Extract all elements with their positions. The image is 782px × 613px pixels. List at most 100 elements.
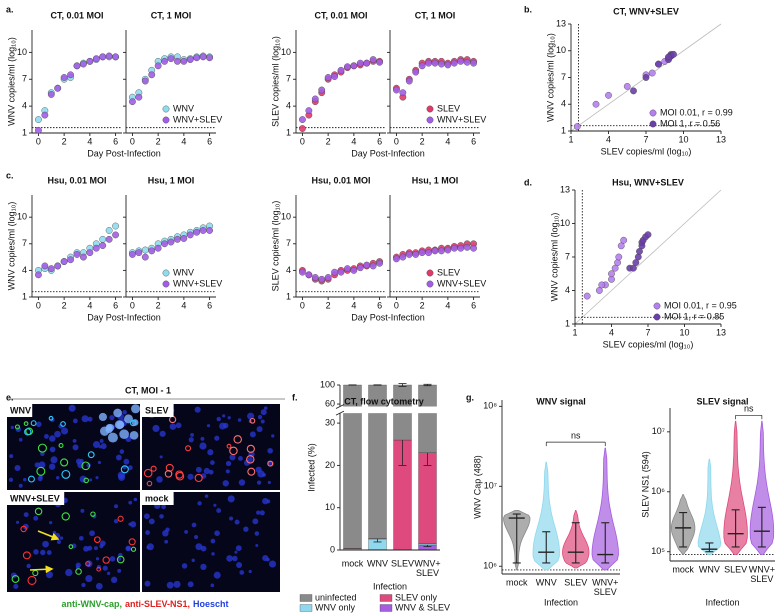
data-point: [148, 247, 156, 255]
x-tick-label: SLEV: [391, 558, 414, 568]
data-point: [311, 274, 319, 281]
data-point: [167, 55, 175, 63]
image-label: WNV+SLEV: [10, 493, 60, 503]
data-point: [463, 243, 471, 251]
chart-title: Hsu, WNV+SLEV: [612, 177, 684, 187]
nucleus: [159, 430, 166, 437]
data-point: [154, 244, 162, 252]
data-point: [92, 55, 100, 63]
nucleus: [225, 469, 230, 474]
x-tick-label: 0: [394, 300, 399, 310]
y-axis-label: WNV copies/ml (log₁₀): [6, 37, 16, 126]
x-axis-label: Infection: [544, 597, 578, 607]
stained-cell: [164, 469, 173, 478]
stained-cell: [27, 475, 35, 483]
y-tick-label: 7: [286, 74, 291, 84]
y-tick-label: 10⁶: [483, 561, 497, 571]
nucleus: [213, 503, 217, 507]
panel-title: CT, MOI - 1: [125, 385, 171, 395]
subplot-title: CT, 0.01 MOI: [314, 10, 367, 20]
data-point: [615, 253, 623, 261]
x-tick-label: 4: [351, 136, 356, 146]
data-point: [418, 62, 426, 70]
data-point: [614, 259, 621, 266]
data-point: [438, 60, 445, 68]
legend-label: MOI 0.01, r = 0.99: [660, 107, 733, 117]
nucleus: [260, 409, 267, 416]
x-tick-label: 0: [36, 136, 41, 146]
nucleus: [249, 431, 256, 438]
x-tick-label: 4: [181, 300, 186, 310]
data-point: [105, 52, 113, 60]
nucleus: [42, 540, 49, 548]
data-point: [99, 242, 107, 249]
panel-label: a.: [6, 4, 14, 14]
nucleus: [18, 437, 23, 442]
data-point: [425, 59, 432, 67]
nucleus: [214, 530, 220, 536]
nucleus: [107, 432, 118, 443]
y-tick-label: 10: [17, 47, 27, 57]
y-tick-label: 4: [22, 265, 27, 275]
image-label: WNV: [10, 405, 31, 415]
legend-marker: [162, 105, 170, 113]
panel-label: f.: [292, 392, 298, 402]
y-tick-label: 7: [286, 238, 291, 248]
nucleus: [259, 510, 265, 516]
x-axis-label: Day Post-Infection: [87, 148, 161, 158]
violin: [697, 458, 722, 555]
data-point: [174, 235, 181, 243]
nucleus: [195, 466, 202, 473]
nucleus: [222, 414, 226, 418]
data-point: [135, 249, 143, 257]
legend-marker: [653, 313, 661, 321]
nucleus: [225, 460, 232, 467]
stained-cell: [165, 463, 174, 472]
data-point: [86, 249, 94, 257]
data-point: [363, 59, 371, 67]
data-point: [199, 53, 207, 61]
x-axis-label: Day Post-Infection: [351, 148, 425, 158]
data-point: [60, 74, 68, 81]
data-point: [105, 235, 113, 243]
chart-title: SLEV signal: [696, 396, 748, 406]
stained-cell: [27, 575, 37, 585]
nucleus: [18, 483, 23, 488]
x-axis-label: Infection: [705, 597, 739, 607]
y-tick-label: 10: [556, 45, 566, 55]
nucleus: [26, 563, 31, 569]
data-point: [299, 268, 306, 276]
nucleus: [194, 534, 199, 540]
legend-label: SLEV: [437, 267, 460, 277]
y-axis-label: Infected (%): [306, 443, 316, 492]
nucleus: [81, 582, 86, 588]
data-point: [35, 126, 42, 134]
nucleus: [227, 416, 231, 420]
x-tick-label: WNV: [699, 564, 720, 574]
nucleus: [79, 458, 84, 464]
nucleus: [211, 552, 215, 556]
stained-cell: [247, 467, 256, 476]
nucleus: [187, 581, 194, 588]
nucleus: [9, 454, 14, 459]
data-point: [444, 61, 452, 69]
nucleus: [234, 550, 238, 554]
nucleus: [222, 422, 229, 429]
y-tick-label: 10⁸: [483, 401, 497, 411]
nucleus: [33, 515, 39, 521]
data-point: [148, 71, 156, 79]
data-point: [112, 53, 119, 61]
stained-cell: [68, 544, 74, 550]
x-tick-label: 1: [572, 327, 577, 337]
nucleus: [110, 576, 118, 584]
nucleus: [60, 427, 69, 435]
nucleus: [131, 404, 141, 414]
data-point: [583, 292, 591, 300]
nucleus: [100, 443, 107, 450]
nucleus: [229, 454, 236, 461]
data-point: [35, 116, 42, 123]
data-point: [154, 62, 162, 70]
stain-name: anti-SLEV-NS1,: [125, 599, 190, 609]
nucleus: [162, 530, 169, 537]
